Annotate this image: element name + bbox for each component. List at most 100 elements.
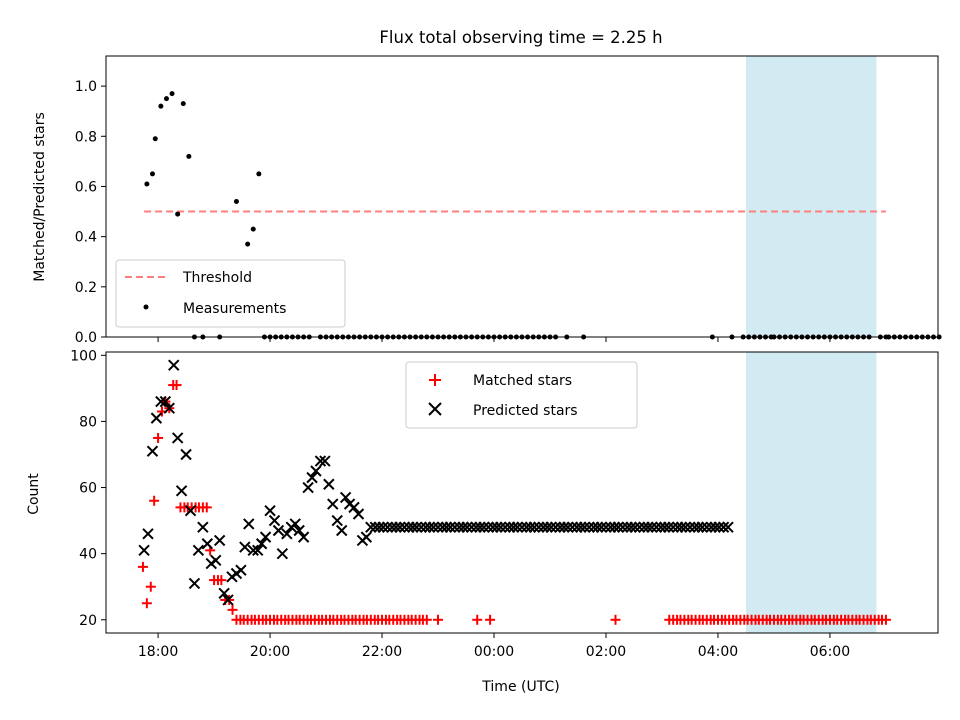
predicted-star-marker (293, 524, 305, 537)
predicted-star-marker-b (197, 521, 209, 533)
predicted-star-marker (516, 521, 528, 533)
predicted-star-marker (327, 498, 339, 510)
predicted-star-marker-b (528, 521, 541, 533)
predicted-star-marker (608, 521, 621, 533)
predicted-star-marker-b (336, 524, 348, 537)
predicted-star-marker-b (192, 544, 205, 557)
predicted-star-marker (642, 521, 654, 533)
measurement-point (149, 171, 155, 177)
bottom-x-tick-label: 06:00 (810, 644, 850, 660)
matched-star-marker (149, 495, 160, 506)
predicted-star-marker-b (297, 531, 310, 543)
predicted-star-marker (171, 432, 184, 444)
predicted-star-marker-b (662, 521, 675, 533)
top-legend-box (115, 259, 346, 328)
predicted-star-marker (192, 544, 205, 557)
predicted-star-marker (142, 528, 154, 540)
predicted-star-marker-b (549, 521, 562, 533)
predicted-star-marker (184, 504, 197, 517)
predicted-star-marker-b (150, 412, 163, 424)
matched-star-marker (472, 614, 483, 625)
measurement-point (152, 136, 158, 142)
predicted-star-marker (381, 521, 394, 533)
predicted-star-marker-b (558, 521, 570, 533)
predicted-star-marker (566, 521, 579, 533)
predicted-star-marker (562, 521, 574, 533)
predicted-star-marker-b (381, 521, 394, 533)
predicted-star-marker (222, 594, 234, 606)
bottom-x-tick-label: 22:00 (362, 644, 402, 660)
bottom-x-tick-label: 18:00 (138, 644, 178, 660)
predicted-star-marker (407, 521, 419, 533)
predicted-star-marker (541, 521, 553, 533)
predicted-star-marker-b (684, 521, 696, 533)
predicted-star-marker-b (398, 521, 411, 533)
matched-star-marker (137, 561, 148, 572)
top-y-tick-label: 0.0 (75, 330, 97, 346)
predicted-star-marker-b (323, 478, 335, 490)
predicted-star-marker (659, 521, 671, 533)
predicted-star-marker-b (155, 395, 167, 408)
predicted-star-marker (558, 521, 570, 533)
predicted-star-marker (591, 521, 604, 533)
predicted-star-marker (218, 587, 230, 600)
predicted-star-marker-b (390, 521, 402, 533)
bottom-y-axis-label: Count (26, 473, 42, 515)
predicted-star-marker-b (188, 577, 201, 590)
measurement-point (245, 241, 251, 247)
predicted-star-marker (197, 521, 209, 533)
predicted-star-marker-b (360, 531, 373, 543)
predicted-star-marker (235, 564, 247, 576)
predicted-star-marker (662, 521, 675, 533)
predicted-star-marker-b (289, 518, 301, 530)
predicted-star-marker-b (642, 521, 654, 533)
predicted-star-marker-b (583, 521, 595, 533)
predicted-star-marker-b (365, 521, 377, 533)
predicted-star-marker-b (591, 521, 604, 533)
predicted-star-marker (268, 514, 281, 527)
predicted-star-marker (255, 538, 268, 550)
predicted-star-marker-b (516, 521, 528, 533)
matched-star-marker (880, 614, 891, 625)
predicted-star-marker-b (440, 521, 453, 533)
predicted-star-marker (302, 481, 314, 494)
predicted-star-marker (289, 518, 301, 530)
predicted-star-marker-b (394, 521, 406, 533)
predicted-star-marker (495, 521, 507, 533)
predicted-star-marker-b (629, 521, 641, 533)
predicted-star-marker (511, 521, 524, 533)
predicted-star-marker (415, 521, 427, 533)
predicted-star-marker (276, 547, 289, 560)
predicted-star-marker (600, 521, 612, 533)
predicted-star-marker-b (696, 521, 708, 533)
predicted-star-marker-b (302, 481, 314, 494)
predicted-star-marker (188, 577, 201, 590)
predicted-star-marker-b (449, 521, 461, 533)
predicted-star-marker (297, 531, 310, 543)
chart-title: Flux total observing time = 2.25 h (379, 28, 662, 47)
predicted-star-marker-b (432, 521, 444, 533)
predicted-star-marker (281, 528, 293, 540)
predicted-star-marker-b (667, 521, 679, 533)
measurement-point (256, 171, 262, 177)
predicted-star-marker (701, 521, 713, 533)
predicted-star-marker (709, 521, 721, 533)
predicted-star-marker (427, 521, 440, 533)
predicted-star-marker-b (159, 395, 172, 408)
predicted-star-marker (336, 524, 348, 537)
predicted-star-marker (377, 521, 389, 533)
predicted-star-marker (175, 485, 188, 497)
predicted-star-marker-b (352, 508, 365, 520)
predicted-star-marker-b (423, 521, 436, 533)
predicted-star-marker-b (482, 521, 495, 533)
predicted-star-marker-b (276, 547, 289, 560)
matched-star-marker (153, 432, 164, 443)
predicted-star-marker-b (252, 544, 264, 557)
predicted-star-marker-b (675, 521, 688, 533)
predicted-star-marker-b (281, 528, 293, 540)
predicted-star-marker (684, 521, 696, 533)
top-y-tick-label: 1.0 (75, 79, 97, 95)
bottom-y-tick-label: 40 (79, 547, 97, 563)
predicted-star-marker-b (722, 521, 734, 533)
predicted-star-marker (239, 541, 251, 553)
